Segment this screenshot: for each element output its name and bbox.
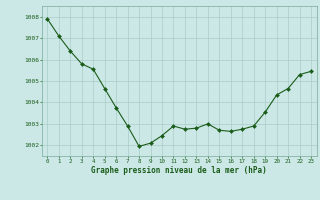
X-axis label: Graphe pression niveau de la mer (hPa): Graphe pression niveau de la mer (hPa): [91, 166, 267, 175]
